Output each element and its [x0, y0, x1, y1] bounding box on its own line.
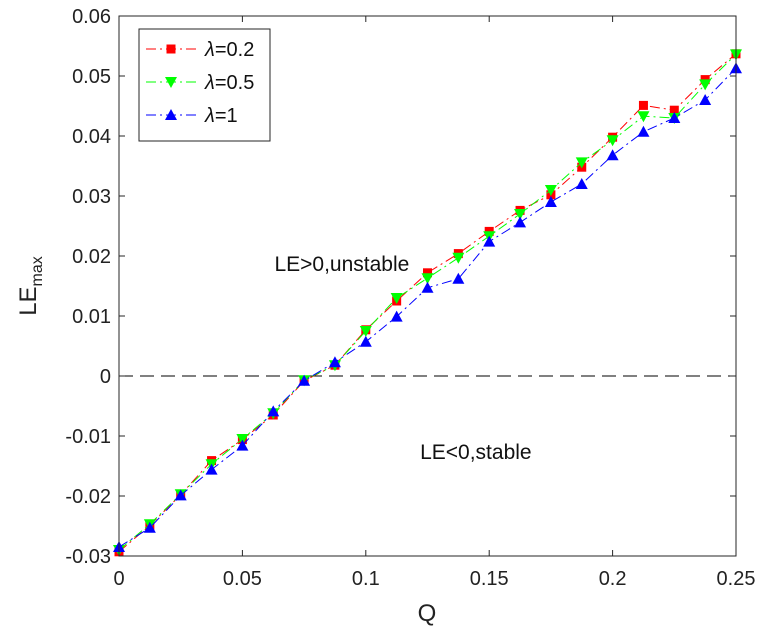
- y-tick-label: 0: [100, 366, 111, 388]
- y-axis-label: LEmax: [15, 256, 46, 316]
- legend-label-value: =0.5: [215, 72, 254, 94]
- series-1-point: [423, 268, 432, 278]
- legend-label: λ=1: [204, 105, 238, 127]
- series-3-point: [421, 281, 434, 293]
- series-3-point: [298, 374, 311, 386]
- legend-marker: [166, 44, 176, 54]
- series-3-point: [174, 489, 187, 501]
- legend-box: [138, 28, 271, 142]
- series-3-point: [544, 196, 557, 207]
- legend: λ=0.2λ=0.5λ=1: [138, 28, 271, 142]
- legend-label-symbol: λ: [204, 105, 215, 127]
- y-tick-label: -0.01: [65, 426, 111, 448]
- series-3: [113, 62, 742, 552]
- legend-label-value: =0.2: [215, 39, 254, 61]
- series-1-point: [638, 100, 648, 110]
- series-3-point: [575, 178, 588, 189]
- x-tick-label: 0: [113, 568, 124, 590]
- y-tick-label: 0.02: [72, 246, 111, 268]
- annotation-unstable: LE>0,unstable: [274, 253, 409, 276]
- legend-label: λ=0.2: [204, 39, 254, 61]
- series-3-point: [267, 405, 280, 417]
- series-1-point: [669, 105, 679, 115]
- series-3-point: [359, 335, 372, 347]
- series-layer: [113, 49, 742, 557]
- series-2-point: [452, 252, 465, 264]
- legend-marker: [165, 77, 177, 88]
- plot-frame: [118, 15, 737, 557]
- legend-label: λ=0.5: [204, 72, 254, 94]
- series-3-point: [668, 112, 681, 123]
- series-3-point: [637, 125, 650, 137]
- x-tick-label: 0.15: [470, 568, 509, 590]
- legend-label-symbol: λ: [204, 72, 215, 94]
- x-tick-label: 0.05: [223, 568, 262, 590]
- y-tick-label: 0.03: [72, 186, 111, 208]
- y-tick-label: 0.04: [72, 126, 111, 148]
- series-2-point: [699, 79, 712, 91]
- series-2-point: [421, 273, 434, 285]
- series-2-point: [359, 326, 372, 337]
- x-tick-label: 0.25: [717, 568, 756, 590]
- legend-item-3: λ=1: [146, 105, 238, 127]
- series-3-point: [483, 235, 496, 247]
- series-2-point: [514, 209, 527, 220]
- tick-layer: 0 0.05 0.1 0.15 0.2 0.25 -0.03 -0.02 -0.01 0 0.01 0…: [65, 6, 755, 590]
- x-tick-label: 0.1: [352, 568, 380, 590]
- series-2-point: [575, 157, 588, 169]
- series-3-point: [699, 94, 712, 105]
- legend-label-symbol: λ: [204, 39, 215, 61]
- annotation-stable: LE<0,stable: [420, 441, 532, 464]
- series-2-point: [637, 111, 650, 123]
- legend-marker: [165, 109, 177, 120]
- series-3-point: [606, 149, 619, 161]
- legend-label-value: =1: [215, 105, 238, 127]
- series-3-point: [143, 521, 156, 533]
- y-tick-label: 0.01: [72, 306, 111, 328]
- x-tick-label: 0.2: [599, 568, 627, 590]
- series-2-point: [544, 185, 557, 196]
- y-tick-label: 0.05: [72, 66, 111, 88]
- series-1-line: [118, 53, 737, 553]
- y-tick-label: -0.03: [65, 546, 111, 568]
- series-3-point: [390, 310, 403, 322]
- legend-item-2: λ=0.5: [146, 72, 254, 94]
- y-tick-label: 0.06: [72, 6, 111, 28]
- series-3-point: [514, 216, 527, 228]
- series-2-point: [390, 293, 403, 304]
- series-2-point: [606, 135, 619, 147]
- series-3-point: [205, 463, 218, 475]
- legend-item-1: λ=0.2: [146, 39, 254, 61]
- y-tick-label: -0.02: [65, 486, 111, 508]
- y-axis-label-subscript: max: [29, 256, 46, 286]
- y-axis-label-main: LE: [15, 286, 42, 315]
- series-3-point: [328, 356, 341, 368]
- x-axis-label: Q: [418, 600, 437, 627]
- series-3-point: [236, 439, 249, 451]
- legend-entries: λ=0.2λ=0.5λ=1: [146, 39, 254, 127]
- series-2-point: [236, 434, 249, 445]
- series-3-point: [452, 272, 465, 284]
